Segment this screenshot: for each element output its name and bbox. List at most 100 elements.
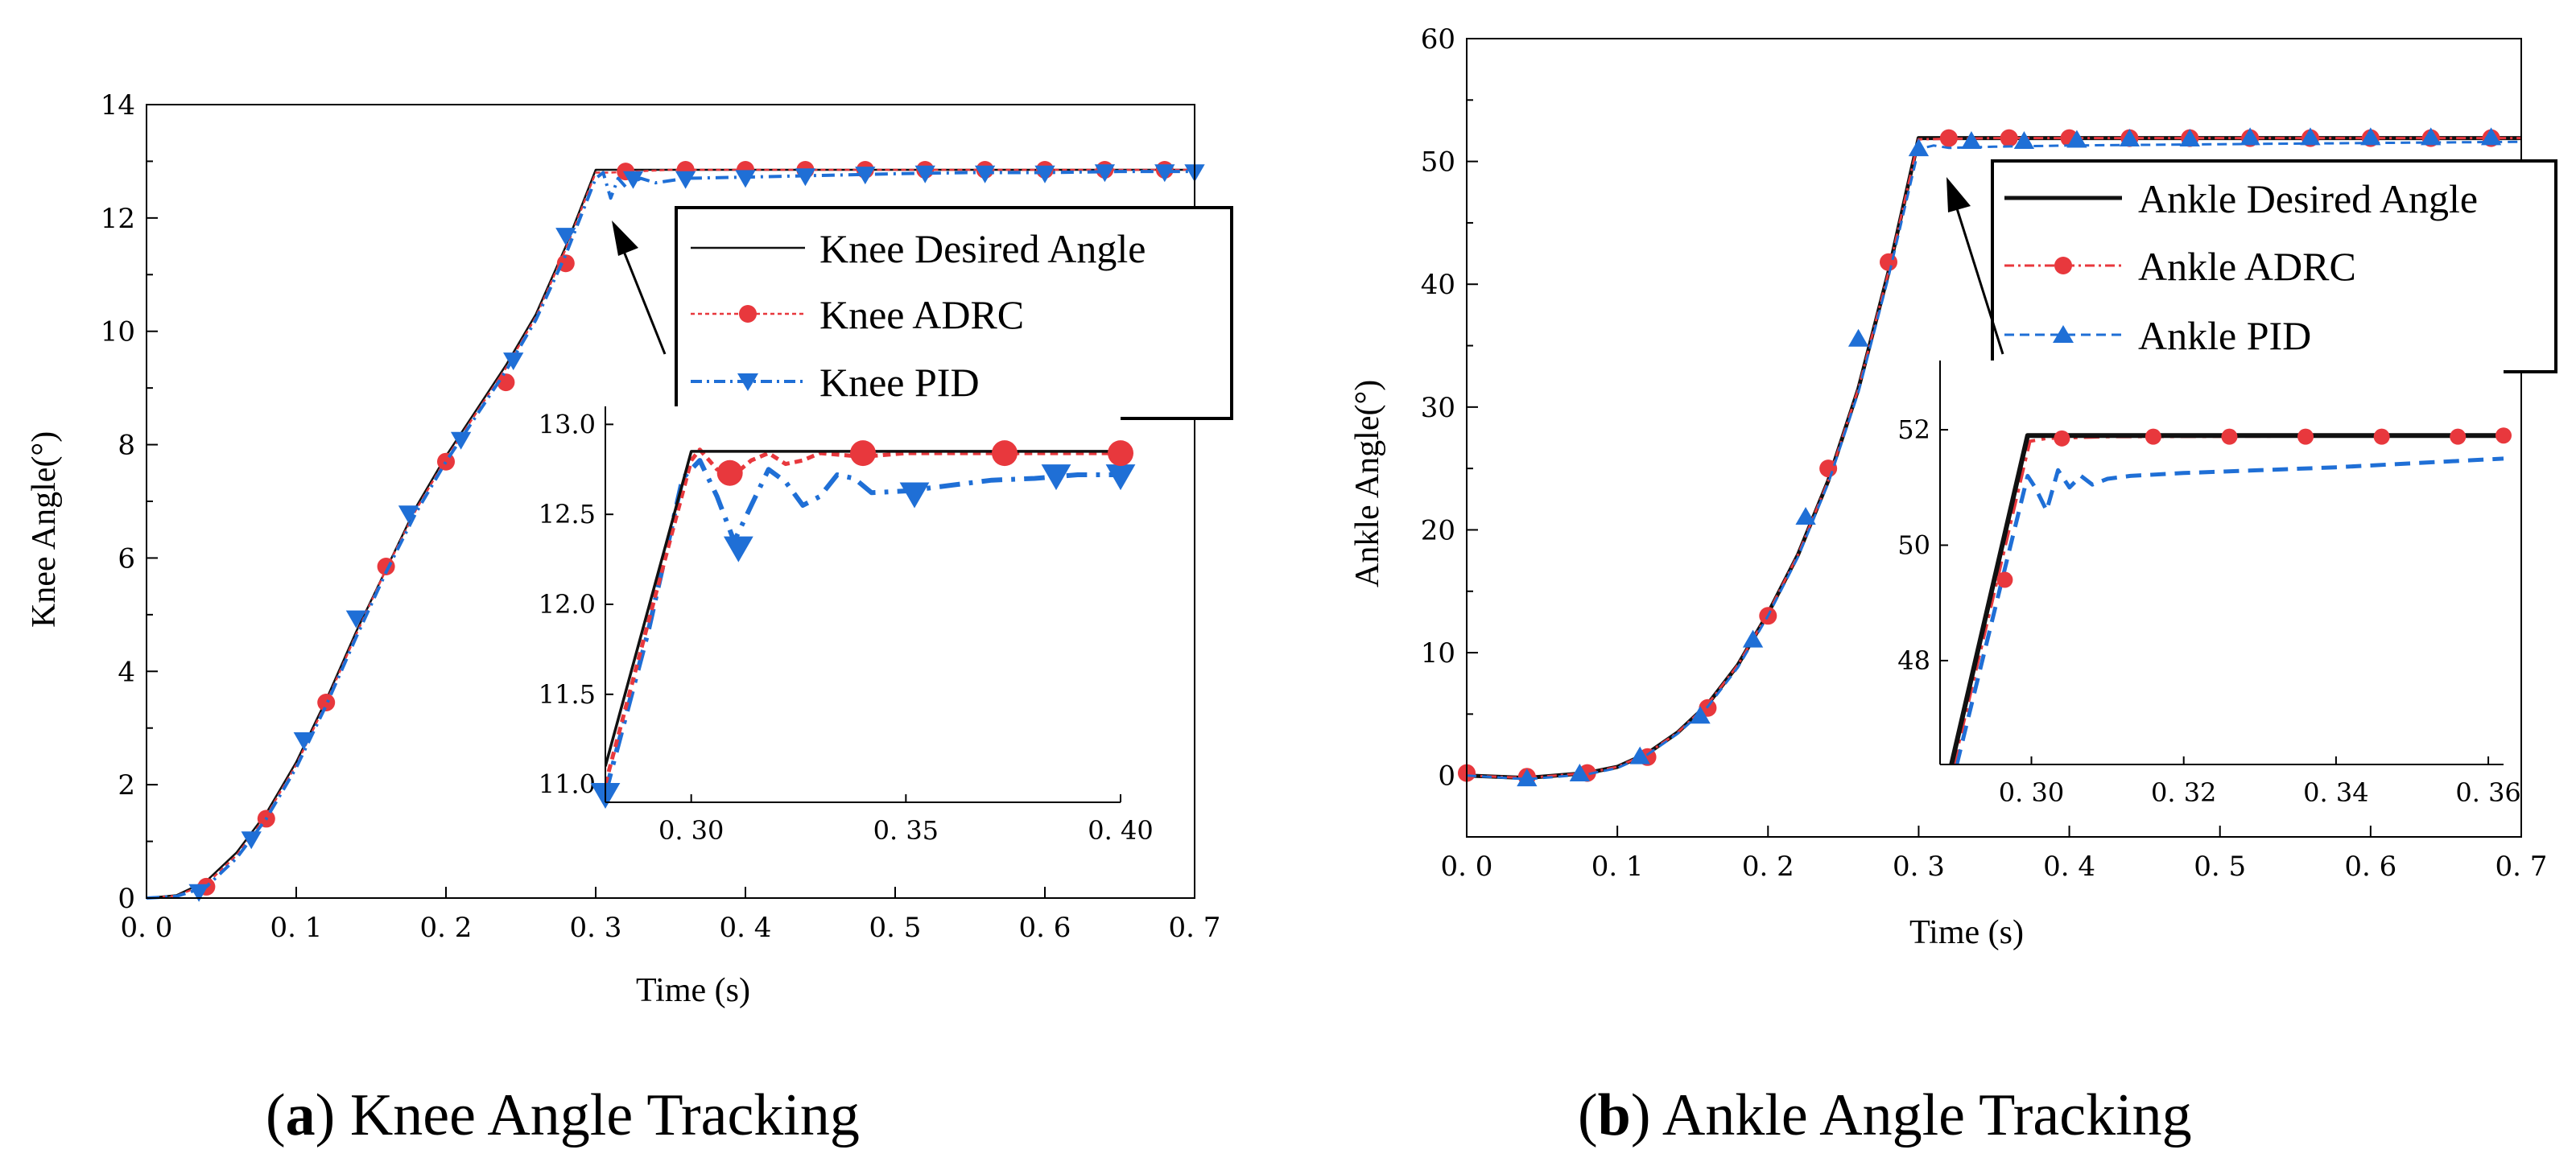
- b-series-marker-2: [2480, 127, 2502, 146]
- b-inset-x-tick-label: 0. 36: [2455, 777, 2520, 808]
- b-x-tick-label: 0. 3: [1893, 851, 1945, 883]
- a-inset-y-tick-label: 13.0: [539, 409, 596, 439]
- a-y-tick-label: 14: [101, 89, 135, 122]
- b-series-marker-2: [1517, 768, 1538, 787]
- b-x-tick-label: 0. 2: [1742, 851, 1794, 883]
- a-inset-x-tick-label: 0. 35: [873, 815, 939, 846]
- b-y-tick-label: 60: [1421, 23, 1455, 56]
- a-legend: Knee Desired Angle Knee ADRC Knee PID: [675, 206, 1233, 420]
- a-series-marker-2: [795, 168, 816, 187]
- a-legend-marker-pid: [737, 373, 758, 391]
- a-inset-background: [605, 406, 1121, 802]
- a-caption: (a) Knee Angle Tracking: [266, 1082, 860, 1148]
- b-y-tick-label: 0: [1438, 760, 1455, 793]
- b-inset-background: [1940, 361, 2504, 764]
- a-inset-ticks: 11.0 11.5 12.0 12.5 13.0 0. 30 0. 35 0. 40: [539, 409, 1154, 846]
- a-series-marker-1: [317, 694, 336, 712]
- b-series-marker-2: [1742, 629, 1764, 648]
- b-series: [1458, 127, 2522, 787]
- b-inset-series-marker-1: [2297, 428, 2314, 445]
- b-series-line-2: [1466, 140, 2522, 781]
- b-inset-series-marker-1: [2373, 428, 2390, 445]
- a-inset-y-tick-label: 12.5: [539, 499, 596, 529]
- b-x-tick-label: 0. 0: [1441, 851, 1493, 883]
- b-series-marker-2: [1629, 746, 1650, 764]
- b-legend-label-desired: Ankle Desired Angle: [2138, 176, 2478, 221]
- b-y-axis-label: Ankle Angle(°): [1349, 380, 1386, 587]
- a-y-tick-label: 6: [118, 542, 135, 575]
- a-zoom-arrowhead: [612, 220, 638, 256]
- b-legend-marker-adrc: [2054, 257, 2072, 274]
- a-series-marker-2: [188, 884, 209, 902]
- a-series-marker-2: [450, 431, 472, 450]
- b-caption-letter: b: [1598, 1082, 1631, 1148]
- a-y-tick-label: 10: [101, 316, 135, 348]
- a-y-tick-label: 8: [118, 430, 135, 462]
- b-inset: 48 50 52 0. 30 0. 32 0. 34 0. 36: [1897, 361, 2521, 808]
- a-series-marker-2: [735, 170, 756, 188]
- b-series-marker-2: [2179, 128, 2200, 146]
- a-x-tick-label: 0. 2: [420, 912, 473, 944]
- b-legend: Ankle Desired Angle Ankle ADRC Ankle PID: [1991, 159, 2557, 373]
- b-inset-series-marker-1: [2145, 428, 2161, 445]
- b-series-marker-2: [2013, 130, 2035, 149]
- a-inset-y-tick-label: 12.0: [539, 589, 596, 620]
- b-series-marker-2: [2240, 127, 2260, 146]
- a-inset-series-line-2: [605, 458, 1121, 794]
- a-inset-x-tick-label: 0. 40: [1088, 815, 1153, 846]
- b-x-ticks: 0. 0 0. 1 0. 2 0. 3 0. 4 0. 5 0. 6 0. 7: [1441, 826, 2548, 883]
- b-inset-y-tick-label: 48: [1897, 645, 1930, 676]
- b-caption-text: Ankle Angle Tracking: [1662, 1082, 2192, 1148]
- a-inset-series-marker-2: [723, 536, 753, 562]
- a-y-axis-label: Knee Angle(°): [26, 431, 63, 628]
- b-series-marker-1: [1880, 253, 1897, 271]
- a-series-marker-2: [855, 167, 876, 185]
- b-inset-y-tick-label: 52: [1897, 414, 1930, 445]
- a-x-tick-label: 0. 5: [869, 912, 922, 944]
- a-series-marker-2: [1094, 164, 1116, 183]
- a-y-tick-label: 2: [118, 769, 135, 801]
- panel-a: 0 2 4 6 8 10 12 14 0. 0 0. 1 0. 2 0. 3 0. 4 0. 5 0. 6…: [26, 89, 1233, 1148]
- b-y-tick-label: 10: [1421, 637, 1455, 670]
- a-series-marker-1: [437, 452, 455, 471]
- a-x-tick-label: 0. 7: [1169, 912, 1221, 944]
- a-caption-text: Knee Angle Tracking: [350, 1082, 860, 1148]
- a-inset-series: [590, 440, 1136, 810]
- a-y-tick-label: 4: [118, 656, 135, 688]
- a-legend-box: [675, 206, 1233, 420]
- a-series: [146, 160, 1205, 902]
- b-legend-label-pid: Ankle PID: [2138, 313, 2311, 358]
- b-y-tick-label: 20: [1421, 514, 1455, 546]
- a-plot-frame: [146, 104, 1195, 899]
- b-inset-y-tick-label: 50: [1897, 529, 1930, 560]
- a-x-tick-label: 0. 1: [270, 912, 323, 944]
- a-zoom-arrow: [620, 245, 667, 355]
- a-inset-y-tick-label: 11.0: [539, 769, 596, 800]
- a-y-ticks: 0 2 4 6 8 10 12 14: [101, 89, 158, 915]
- a-inset-series-marker-1: [716, 459, 743, 486]
- b-inset-x-tick-label: 0. 34: [2303, 777, 2368, 808]
- b-series-marker-2: [1908, 138, 1930, 157]
- b-inset-x-tick-label: 0. 32: [2151, 777, 2216, 808]
- a-series-marker-2: [503, 352, 524, 371]
- a-series-marker-2: [1034, 165, 1055, 183]
- b-inset-series: [1949, 427, 2512, 764]
- b-y-ticks: 0 10 20 30 40 50 60: [1421, 23, 1478, 793]
- a-x-axis-label: Time (s): [636, 972, 750, 1009]
- a-legend-label-adrc: Knee ADRC: [819, 292, 1024, 337]
- b-series-marker-1: [2000, 129, 2018, 147]
- b-series-marker-2: [1569, 763, 1591, 781]
- a-inset-series-line-1: [605, 447, 1121, 785]
- b-inset-series-marker-1: [2450, 428, 2467, 445]
- b-x-tick-label: 0. 7: [2496, 851, 2548, 883]
- a-series-marker-2: [293, 732, 314, 750]
- a-caption-letter: a: [286, 1082, 316, 1148]
- a-inset: 11.0 11.5 12.0 12.5 13.0 0. 30 0. 35 0. 40: [539, 406, 1154, 846]
- a-series-marker-2: [1154, 164, 1175, 183]
- b-x-axis-label: Time (s): [1909, 914, 2024, 951]
- a-y-tick-label: 12: [101, 203, 135, 235]
- b-series-marker-2: [2300, 127, 2321, 146]
- b-legend-marker-pid: [2053, 325, 2074, 343]
- a-series-marker-2: [622, 171, 644, 189]
